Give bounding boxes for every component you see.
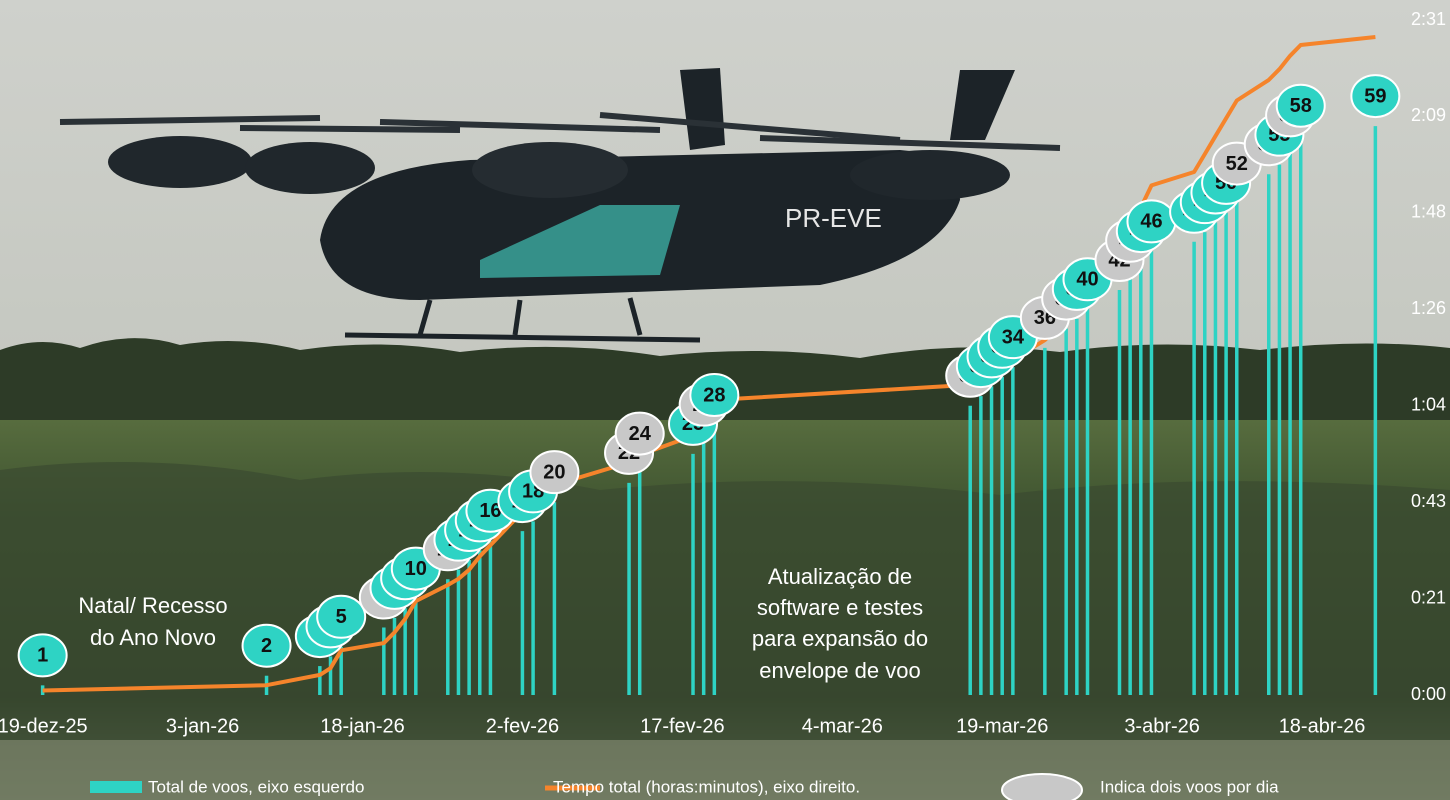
legend-label: Tempo total (horas:minutos), eixo direit… xyxy=(553,777,860,796)
legend-swatch xyxy=(1001,773,1083,800)
annotation: envelope de voo xyxy=(759,658,920,683)
bubble-label: 28 xyxy=(703,384,725,406)
rotor xyxy=(759,135,1061,151)
aircraft: PR-EVE xyxy=(59,68,1061,343)
rotors xyxy=(59,112,1061,151)
pod xyxy=(850,150,1010,200)
legend-swatch xyxy=(90,781,142,793)
x-tick-label: 3-abr-26 xyxy=(1124,715,1200,737)
x-tick-label: 18-jan-26 xyxy=(320,715,405,737)
pod xyxy=(245,142,375,194)
x-tick-label: 3-jan-26 xyxy=(166,715,239,737)
rotor xyxy=(379,119,661,133)
skid-legs xyxy=(417,297,643,336)
flight-bubble xyxy=(1350,74,1401,119)
tail xyxy=(680,68,725,150)
annotation: software e testes xyxy=(757,595,923,620)
flight-bubble xyxy=(614,411,665,456)
annotation: Atualização de xyxy=(768,564,912,589)
bubble-label: 10 xyxy=(405,558,427,580)
bubble-label: 58 xyxy=(1290,95,1312,117)
legend-label: Total de voos, eixo esquerdo xyxy=(148,777,364,796)
x-tick-label: 19-dez-25 xyxy=(0,715,88,737)
bubble-label: 24 xyxy=(629,423,652,445)
pod xyxy=(472,142,628,198)
bubble-label: 40 xyxy=(1076,269,1098,291)
flight-bubble xyxy=(1275,83,1326,128)
stripe xyxy=(480,205,680,278)
flight-bubble xyxy=(17,633,68,678)
skid xyxy=(344,332,701,343)
bubble-label: 59 xyxy=(1364,85,1386,107)
x-tick-label: 4-mar-26 xyxy=(802,715,883,737)
bubble-label: 52 xyxy=(1226,153,1248,175)
y2-tick-label: 0:21 xyxy=(1411,587,1446,607)
legend-label: Indica dois voos por dia xyxy=(1100,777,1279,796)
y2-tick-label: 1:04 xyxy=(1411,394,1446,414)
skids xyxy=(344,297,701,343)
registration: PR-EVE xyxy=(785,203,882,233)
x-tick-label: 18-abr-26 xyxy=(1279,715,1366,737)
bubble-label: 46 xyxy=(1140,211,1162,233)
grass xyxy=(0,740,1450,800)
flight-bubble xyxy=(689,373,740,417)
bubble-label: 2 xyxy=(261,635,272,657)
y2-tick-label: 0:00 xyxy=(1411,684,1446,704)
bubble-label: 1 xyxy=(37,645,48,667)
flight-bubble xyxy=(529,450,580,495)
y2-tick-label: 2:09 xyxy=(1411,105,1446,125)
pod xyxy=(108,136,252,188)
y2-tick-label: 2:31 xyxy=(1411,9,1446,29)
rotor xyxy=(59,115,321,125)
x-tick-label: 2-fev-26 xyxy=(486,715,559,737)
bubble-label: 5 xyxy=(336,606,347,628)
x-tick-label: 19-mar-26 xyxy=(956,715,1048,737)
y2-tick-label: 1:26 xyxy=(1411,298,1446,318)
annotation: para expansão do xyxy=(752,626,928,651)
rotor xyxy=(239,125,461,133)
bubble-label: 34 xyxy=(1002,326,1025,348)
bubble-label: 16 xyxy=(479,500,501,522)
annotation: do Ano Novo xyxy=(90,625,216,650)
flight-bubble xyxy=(241,623,292,668)
tail xyxy=(950,70,1015,140)
rotor xyxy=(599,112,901,143)
y2-tick-label: 1:48 xyxy=(1411,202,1446,222)
y2-tick-label: 0:43 xyxy=(1411,491,1446,511)
x-tick-label: 17-fev-26 xyxy=(640,715,725,737)
annotation: Natal/ Recesso xyxy=(78,593,227,618)
flight-bubble xyxy=(316,594,367,639)
bubble-label: 20 xyxy=(543,461,565,483)
